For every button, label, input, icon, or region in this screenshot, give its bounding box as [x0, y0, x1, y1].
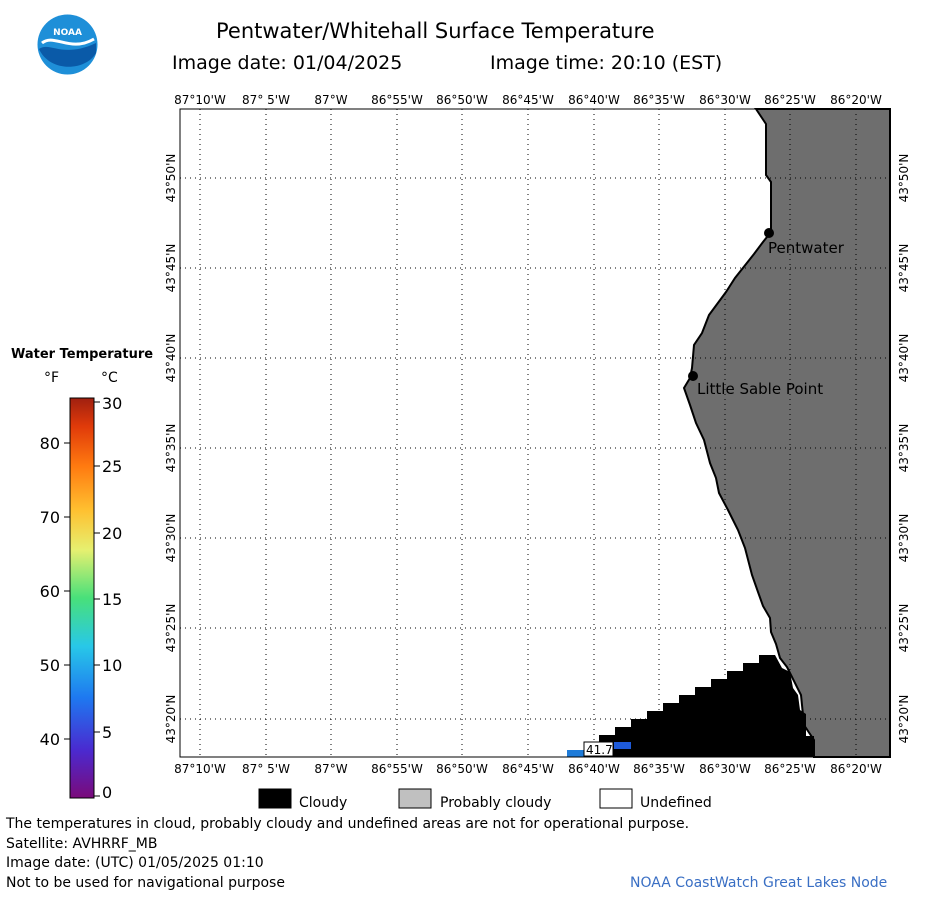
- legend-swatch-probably-cloudy: [398, 788, 432, 809]
- lat-label-left: 43°20'N: [164, 695, 178, 744]
- lon-label-bottom: 86°30'W: [699, 762, 751, 776]
- f-tick-label: 50: [40, 656, 60, 675]
- image-time: Image time: 20:10 (EST): [490, 52, 723, 74]
- lon-label-top: 86°25'W: [764, 93, 816, 107]
- c-tick-label: 5: [102, 723, 112, 742]
- lon-label-top: 87°10'W: [174, 93, 226, 107]
- logo-text: NOAA: [53, 28, 82, 38]
- lon-label-top: 86°45'W: [502, 93, 554, 107]
- footer-utc-date: Image date: (UTC) 01/05/2025 01:10: [6, 855, 264, 871]
- colorbar-unit-c: °C: [101, 370, 118, 386]
- f-tick-label: 70: [40, 508, 60, 527]
- noaa-logo: NOAA: [37, 14, 98, 75]
- lon-label-bottom: 86°45'W: [502, 762, 554, 776]
- lat-label-right: 43°30'N: [897, 514, 911, 563]
- pentwater-marker: [764, 228, 774, 238]
- c-tick-label: 20: [102, 524, 122, 543]
- lat-label-right: 43°35'N: [897, 424, 911, 473]
- sst-pixel: [614, 742, 631, 749]
- lat-label-left: 43°45'N: [164, 244, 178, 293]
- sst-pixel: [567, 750, 584, 757]
- c-tick-label: 30: [102, 394, 122, 413]
- lon-label-bottom: 86°35'W: [633, 762, 685, 776]
- footer-satellite: Satellite: AVHRRF_MB: [6, 836, 158, 852]
- lon-label-top: 86°40'W: [568, 93, 620, 107]
- cloud-area: [599, 655, 814, 757]
- lon-label-top: 86°50'W: [436, 93, 488, 107]
- lon-label-bottom: 86°25'W: [764, 762, 816, 776]
- page-title: Pentwater/Whitehall Surface Temperature: [216, 19, 655, 43]
- lon-label-bottom: 87°W: [314, 762, 347, 776]
- place-label-little-sable-point: Little Sable Point: [697, 380, 823, 398]
- lat-label-left: 43°35'N: [164, 424, 178, 473]
- footer-disclaimer: The temperatures in cloud, probably clou…: [6, 816, 690, 832]
- lat-label-right: 43°20'N: [897, 695, 911, 744]
- lon-label-top: 87° 5'W: [242, 93, 290, 107]
- lat-label-right: 43°40'N: [897, 334, 911, 383]
- f-tick-label: 40: [40, 730, 60, 749]
- lon-label-top: 86°55'W: [371, 93, 423, 107]
- lon-label-bottom: 86°20'W: [830, 762, 882, 776]
- legend-label-cloudy: Cloudy: [299, 795, 348, 811]
- colorbar-c-ticks: [94, 401, 100, 797]
- lon-label-bottom: 86°55'W: [371, 762, 423, 776]
- colorbar-unit-f: °F: [44, 370, 60, 386]
- c-tick-label: 10: [102, 656, 122, 675]
- lon-label-bottom: 86°40'W: [568, 762, 620, 776]
- lat-label-left: 43°30'N: [164, 514, 178, 563]
- lon-label-top: 87°W: [314, 93, 347, 107]
- place-label-pentwater: Pentwater: [768, 239, 845, 257]
- legend-swatch-undefined: [599, 788, 633, 809]
- lat-label-right: 43°50'N: [897, 154, 911, 203]
- legend-label-undefined: Undefined: [640, 795, 712, 811]
- lon-label-bottom: 86°50'W: [436, 762, 488, 776]
- colorbar-f-ticks: [64, 442, 70, 740]
- f-tick-label: 60: [40, 582, 60, 601]
- little-sable-point-marker: [688, 371, 698, 381]
- lat-label-left: 43°25'N: [164, 604, 178, 653]
- footer-credit: NOAA CoastWatch Great Lakes Node: [630, 875, 888, 891]
- lon-label-bottom: 87° 5'W: [242, 762, 290, 776]
- lon-label-top: 86°30'W: [699, 93, 751, 107]
- colorbar-title: Water Temperature: [11, 347, 154, 362]
- f-tick-label: 80: [40, 434, 60, 453]
- lat-label-right: 43°45'N: [897, 244, 911, 293]
- data-label-box: [583, 741, 614, 757]
- colorbar: [69, 397, 95, 799]
- graticule: [180, 109, 890, 757]
- c-tick-label: 25: [102, 457, 122, 476]
- legend-label-probably-cloudy: Probably cloudy: [440, 795, 552, 811]
- lon-label-bottom: 87°10'W: [174, 762, 226, 776]
- data-label: 41.7: [586, 743, 613, 757]
- c-tick-label: 0: [102, 783, 112, 802]
- lon-label-top: 86°20'W: [830, 93, 882, 107]
- legend-swatch-cloudy: [258, 788, 292, 809]
- lat-label-left: 43°40'N: [164, 334, 178, 383]
- lat-label-right: 43°25'N: [897, 604, 911, 653]
- map-frame: [179, 108, 891, 758]
- lon-label-top: 86°35'W: [633, 93, 685, 107]
- lat-label-left: 43°50'N: [164, 154, 178, 203]
- land: [682, 108, 891, 758]
- image-date: Image date: 01/04/2025: [172, 52, 403, 74]
- footer-nav-warning: Not to be used for navigational purpose: [6, 875, 285, 891]
- c-tick-label: 15: [102, 590, 122, 609]
